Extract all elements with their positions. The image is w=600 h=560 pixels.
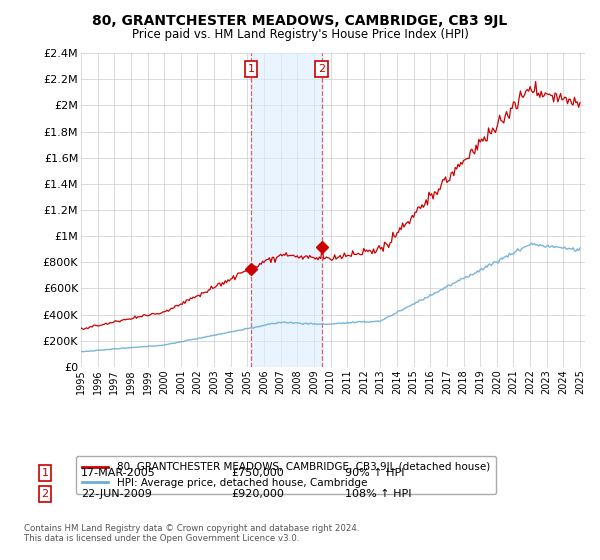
- Text: £750,000: £750,000: [231, 468, 284, 478]
- Text: Price paid vs. HM Land Registry's House Price Index (HPI): Price paid vs. HM Land Registry's House …: [131, 28, 469, 41]
- Legend: 80, GRANTCHESTER MEADOWS, CAMBRIDGE, CB3 9JL (detached house), HPI: Average pric: 80, GRANTCHESTER MEADOWS, CAMBRIDGE, CB3…: [76, 456, 496, 494]
- Text: £920,000: £920,000: [231, 489, 284, 499]
- Text: 1: 1: [247, 64, 254, 74]
- Text: 17-MAR-2005: 17-MAR-2005: [81, 468, 156, 478]
- Text: 2: 2: [318, 64, 325, 74]
- Text: 2: 2: [41, 489, 49, 499]
- Bar: [251, 53, 322, 367]
- Text: 22-JUN-2009: 22-JUN-2009: [81, 489, 152, 499]
- Text: 1: 1: [41, 468, 49, 478]
- Text: 108% ↑ HPI: 108% ↑ HPI: [345, 489, 412, 499]
- Text: Contains HM Land Registry data © Crown copyright and database right 2024.
This d: Contains HM Land Registry data © Crown c…: [24, 524, 359, 543]
- Text: 80, GRANTCHESTER MEADOWS, CAMBRIDGE, CB3 9JL: 80, GRANTCHESTER MEADOWS, CAMBRIDGE, CB3…: [92, 14, 508, 28]
- Text: 90% ↑ HPI: 90% ↑ HPI: [345, 468, 404, 478]
